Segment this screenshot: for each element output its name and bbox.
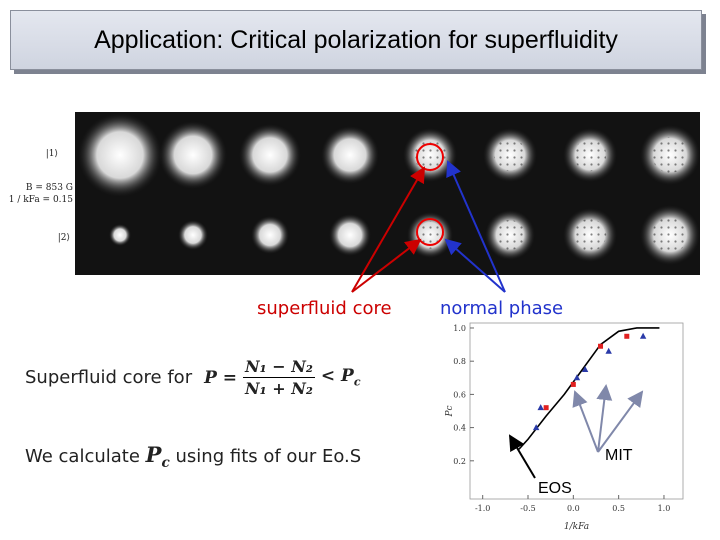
y-tick-label: 0.6 [453, 390, 466, 399]
square-point [598, 343, 604, 349]
atom-cloud [178, 220, 208, 250]
square-point [624, 333, 630, 339]
vortex-lattice [493, 138, 527, 172]
text-line: We calculate Pc using fits of our Eo.S [25, 442, 361, 471]
atom-cloud [109, 224, 131, 246]
arrow [446, 160, 506, 293]
atom-cloud [251, 216, 289, 254]
title-box: Application: Critical polarization for s… [10, 10, 702, 70]
square-point [543, 405, 549, 411]
math: < P [320, 366, 354, 387]
arrow [351, 238, 422, 293]
math: P = [204, 367, 238, 388]
subscript: c [161, 455, 170, 472]
x-tick-label: -1.0 [475, 504, 490, 513]
y-tick-label: 0.2 [453, 457, 466, 466]
atom-clouds [78, 113, 700, 265]
triangle-point [639, 332, 647, 339]
highlight-circle [416, 143, 444, 171]
formula-line: Superfluid core for P = N₁ − N₂ N₁ + N₂ <… [25, 357, 361, 398]
triangle-point [537, 404, 544, 411]
atom-cloud [78, 113, 162, 197]
x-tick-label: 0.5 [612, 504, 625, 513]
numerator: N₁ − N₂ [243, 357, 315, 378]
text: We calculate [25, 446, 140, 467]
arrow [508, 434, 536, 479]
triangle-point [573, 374, 581, 381]
highlight-circle [416, 218, 444, 246]
title: Application: Critical polarization for s… [94, 25, 618, 54]
y-tick-label: 0.8 [453, 357, 466, 366]
arrow [444, 238, 506, 293]
arrow [597, 390, 644, 453]
image-label: 1 / kFa = 0.15 [9, 195, 74, 205]
x-tick-label: 1.0 [658, 504, 671, 513]
atom-cloud [159, 121, 227, 189]
triangle-point [581, 365, 589, 372]
callout: MIT [605, 447, 633, 464]
y-axis-label: Pc [445, 405, 455, 417]
atom-cloud [329, 214, 371, 256]
eos-curve [518, 327, 660, 450]
text: Superfluid core for [25, 367, 193, 388]
subscript: c [353, 375, 361, 389]
vortex-lattice [495, 220, 525, 250]
arrow [596, 384, 613, 453]
vortex-lattice [573, 218, 607, 252]
atom-cloud [239, 124, 301, 186]
square-point [570, 381, 576, 387]
vortex-lattice [652, 217, 688, 253]
math: Pc [145, 442, 170, 471]
plot-frame [469, 322, 684, 500]
image-label: |1⟩ [46, 149, 58, 159]
triangle-point [605, 347, 612, 354]
fraction: N₁ − N₂ N₁ + N₂ [243, 357, 315, 398]
y-tick-label: 0.4 [453, 424, 466, 433]
arrow [351, 166, 426, 293]
callout: EOS [538, 480, 572, 497]
callout: normal phase [440, 298, 564, 319]
text: using fits of our Eo.S [175, 446, 362, 467]
plot: -1.0 -0.5 0.0 0.5 1.0 0.2 0.4 0.6 0.8 1.0 1/kFa Pc [445, 322, 684, 532]
y-tick-label: 1.0 [453, 324, 466, 333]
vortex-lattice [573, 138, 607, 172]
vortex-lattice [652, 137, 688, 173]
x-axis-label: 1/kFa [564, 522, 589, 532]
triangle-point [532, 424, 540, 431]
image-label: B = 853 G [26, 183, 73, 193]
denominator: N₁ + N₂ [245, 379, 313, 398]
image-label: |2⟩ [58, 233, 70, 243]
callout: superfluid core [257, 298, 392, 319]
arrow [572, 390, 599, 453]
x-tick-label: -0.5 [520, 504, 535, 513]
atom-cloud [321, 126, 379, 184]
math: < Pc [321, 366, 361, 388]
x-tick-label: 0.0 [567, 504, 580, 513]
math: P [145, 442, 162, 467]
